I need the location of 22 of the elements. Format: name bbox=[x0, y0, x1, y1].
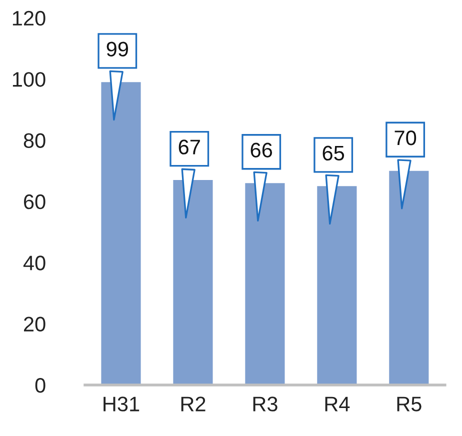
y-tick-label: 20 bbox=[24, 316, 46, 332]
x-tick-label: R2 bbox=[181, 396, 206, 412]
bar bbox=[317, 186, 357, 385]
bar bbox=[101, 82, 141, 385]
x-tick-label: H31 bbox=[104, 396, 140, 412]
y-tick-label: 0 bbox=[35, 378, 46, 393]
x-tick-label: R4 bbox=[325, 396, 350, 412]
data-label: 99 bbox=[106, 42, 128, 57]
y-tick-label: 60 bbox=[24, 194, 46, 210]
bar bbox=[389, 170, 429, 385]
bar bbox=[173, 180, 213, 385]
y-tick-label: 40 bbox=[23, 256, 46, 270]
bar bbox=[245, 183, 285, 385]
y-tick-label: 120 bbox=[12, 10, 46, 26]
y-tick-label: 100 bbox=[12, 72, 46, 87]
x-tick-label: R3 bbox=[253, 396, 278, 412]
data-label: 70 bbox=[394, 130, 416, 146]
y-tick-label: 80 bbox=[24, 133, 46, 148]
x-tick-label: R5 bbox=[397, 396, 422, 412]
data-label: 67 bbox=[178, 140, 200, 154]
data-label: 65 bbox=[322, 146, 344, 161]
data-label: 66 bbox=[250, 142, 272, 158]
